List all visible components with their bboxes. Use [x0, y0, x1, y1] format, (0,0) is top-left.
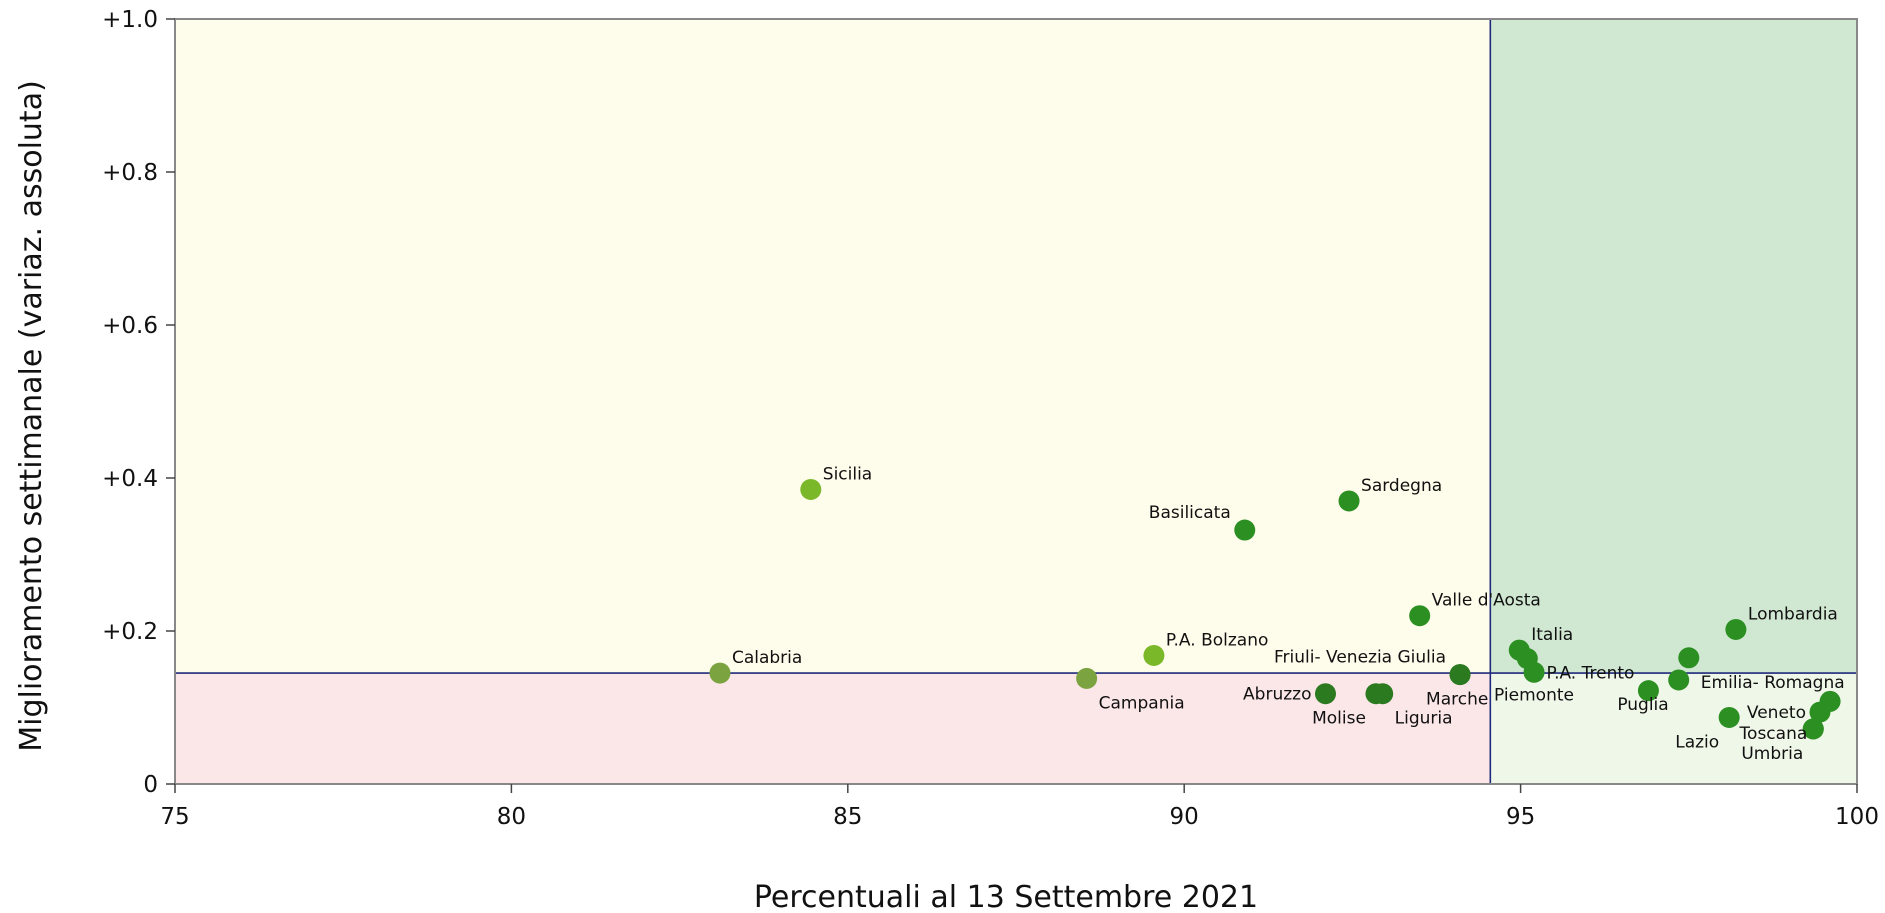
y-tick-label: +0.4: [102, 466, 158, 492]
x-tick-label: 95: [1506, 804, 1535, 830]
y-tick-label: +0.2: [102, 619, 158, 645]
point-label: P.A. Trento: [1546, 664, 1634, 684]
x-tick-label: 85: [833, 804, 862, 830]
point-label: Piemonte: [1494, 685, 1574, 705]
point-label: Liguria: [1395, 709, 1453, 729]
x-tick-label: 75: [160, 804, 189, 830]
data-point: [1516, 648, 1538, 670]
point-label: Puglia: [1617, 695, 1668, 715]
y-tick-label: 0: [143, 772, 158, 798]
point-label: Emilia- Romagna: [1701, 673, 1845, 693]
data-point: [1725, 618, 1747, 640]
data-point: [1449, 664, 1471, 686]
point-label: Sardegna: [1361, 476, 1442, 496]
point-label: Veneto: [1747, 703, 1806, 723]
data-point: [1802, 718, 1824, 740]
data-point: [1234, 519, 1256, 541]
data-point: [1668, 669, 1690, 691]
point-label: Campania: [1099, 693, 1185, 713]
point-label: Valle d'Aosta: [1432, 591, 1541, 611]
data-point: [1637, 680, 1659, 702]
data-point: [1372, 683, 1394, 705]
point-label: Italia: [1531, 625, 1573, 645]
y-tick-label: +0.6: [102, 313, 158, 339]
point-label: Toscana: [1739, 724, 1808, 744]
y-tick-label: +1.0: [102, 7, 158, 33]
plot-border: [174, 18, 1858, 785]
data-point: [709, 662, 731, 684]
point-label: Basilicata: [1149, 503, 1231, 523]
data-point: [1143, 644, 1165, 666]
x-tick-label: 80: [497, 804, 526, 830]
data-point: [1338, 490, 1360, 512]
data-point: [800, 478, 822, 500]
y-tick-label: +0.8: [102, 160, 158, 186]
quadrant-bottom-left: [175, 673, 1491, 784]
data-point: [1076, 667, 1098, 689]
point-label: Lazio: [1675, 732, 1719, 752]
point-label: Molise: [1312, 709, 1366, 729]
point-label: Sicilia: [823, 464, 872, 484]
data-point: [1819, 690, 1841, 712]
x-axis: 75 80 85 90 95 100: [160, 784, 1879, 830]
data-point: [1678, 647, 1700, 669]
quadrant-top-left: [175, 19, 1491, 674]
point-label: Calabria: [732, 648, 802, 668]
reference-lines: [175, 19, 1857, 784]
plot-frame: [174, 18, 1858, 785]
quadrant-backgrounds: [175, 19, 1857, 784]
quadrant-bottom-right: [1490, 673, 1857, 784]
data-point: [1314, 683, 1336, 705]
x-tick-label: 100: [1835, 804, 1879, 830]
point-label: Lombardia: [1748, 604, 1838, 624]
x-tick-label: 90: [1170, 804, 1199, 830]
point-label: Abruzzo: [1243, 685, 1311, 705]
x-axis-title: Percentuali al 13 Settembre 2021: [754, 880, 1258, 913]
point-label: Umbria: [1741, 744, 1803, 764]
y-axis-title: Miglioramento settimanale (variaz. assol…: [14, 80, 49, 752]
data-point: [1409, 605, 1431, 627]
data-point: [1718, 706, 1740, 728]
point-label: Marche: [1426, 690, 1488, 710]
point-label: Friuli- Venezia Giulia: [1274, 648, 1446, 668]
data-points: [709, 478, 1841, 740]
point-label: P.A. Bolzano: [1166, 630, 1268, 650]
quadrant-top-right: [1490, 19, 1857, 674]
point-labels: Sicilia Calabria Campania P.A. Bolzano Basil…: [732, 464, 1845, 763]
y-axis: 0 +0.2 +0.4 +0.6 +0.8 +1.0: [102, 7, 175, 798]
